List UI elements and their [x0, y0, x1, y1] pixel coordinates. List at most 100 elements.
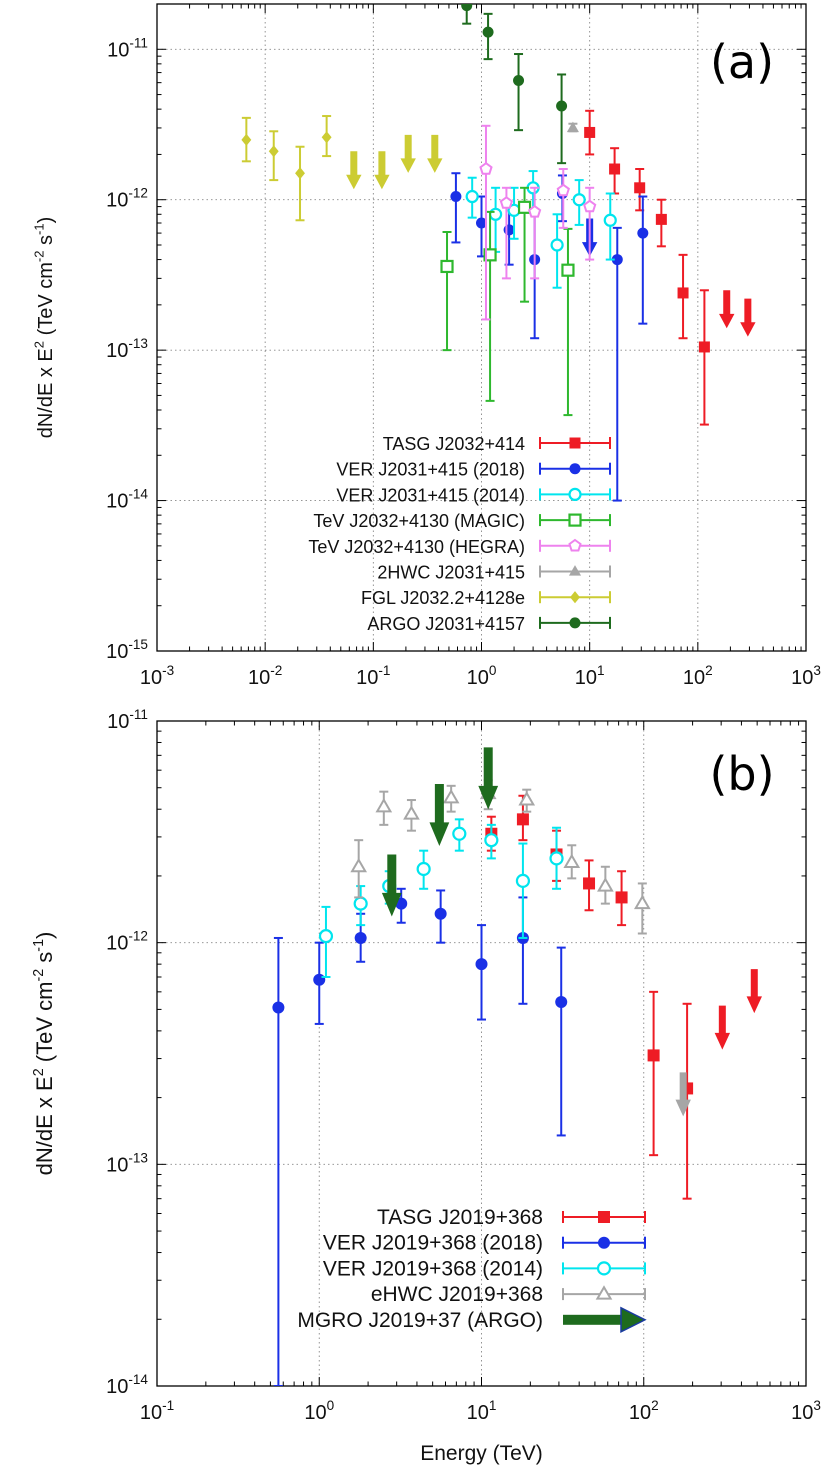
panel-label: (a) [710, 35, 774, 89]
legend-label: VER J2019+368 (2014) [323, 1257, 543, 1280]
legend-marker [569, 437, 581, 449]
x-tick-label: 10-2 [248, 663, 282, 689]
data-point [475, 958, 488, 971]
upper-limit-arrow [719, 290, 735, 329]
legend-marker [568, 538, 582, 552]
legend-marker [568, 487, 582, 501]
data-point [583, 199, 597, 213]
legend-label: VER J2031+415 (2018) [336, 460, 525, 480]
legend-label: MGRO J2019+37 (ARGO) [297, 1309, 543, 1332]
plot-frame [156, 3, 807, 652]
y-tick-label: 10-14 [106, 487, 148, 513]
y-tick-label: 10-12 [106, 186, 148, 212]
y-tick-label: 10-13 [106, 1150, 148, 1176]
series-0 [485, 794, 762, 1200]
data-point [482, 26, 494, 38]
legend-arrow-head [620, 1306, 647, 1334]
data-point [353, 896, 368, 911]
data-point [561, 263, 575, 277]
legend-label: TeV J2032+4130 (HEGRA) [308, 537, 525, 557]
series-6 [241, 115, 443, 222]
legend-label: TASG J2032+414 [383, 434, 525, 454]
x-tick-label: 101 [467, 1398, 497, 1424]
upper-limit-arrow [429, 783, 450, 846]
data-point [655, 213, 667, 225]
x-tick-label: 10-3 [140, 663, 174, 689]
data-point [584, 126, 596, 138]
upper-limit-arrow [346, 151, 362, 190]
x-tick-label: 100 [467, 663, 497, 689]
data-point [563, 853, 581, 868]
data-point [517, 200, 532, 214]
series-2 [465, 170, 617, 289]
chart-panel-0: 10-3 10-2 10-1 100 101 102 103 10-15 10-14 10-13 1… [32, 3, 821, 689]
data-point [556, 183, 570, 197]
upper-limit-arrow [675, 1072, 691, 1117]
data-point [597, 877, 614, 892]
x-axis-label: Energy (TeV) [420, 1442, 543, 1465]
data-point [528, 204, 542, 218]
legend-marker [570, 591, 580, 604]
series-0 [584, 109, 756, 426]
x-tick-label: 103 [791, 1398, 821, 1424]
x-tick-label: 101 [575, 663, 605, 689]
upper-limit-arrow [478, 747, 499, 810]
y-axis-label: dN/dE x E2 (TeV cm-2 s-1) [32, 217, 57, 439]
data-point [583, 877, 596, 890]
upper-limit-arrow [746, 969, 762, 1014]
y-tick-label: 10-11 [107, 707, 148, 733]
legend: TASG J2032+414 VER J2031+415 (2018) VER J2… [308, 434, 611, 634]
upper-limit-arrow [714, 1005, 731, 1050]
x-tick-label: 10-1 [140, 1398, 174, 1424]
legend-label: VER J2031+415 (2014) [336, 485, 525, 505]
legend-label: eHWC J2019+368 [371, 1283, 543, 1306]
data-point [452, 826, 467, 841]
series-2 [318, 818, 564, 979]
data-point [633, 894, 651, 910]
data-point [403, 805, 420, 820]
series-5 [566, 121, 579, 133]
data-point [609, 163, 621, 175]
legend-marker [568, 513, 582, 527]
legend-marker [569, 617, 581, 629]
data-point [647, 1049, 660, 1062]
data-point [483, 248, 497, 262]
data-layer [272, 747, 762, 1386]
data-point [550, 238, 564, 252]
legend-marker [595, 1285, 613, 1300]
data-point [556, 100, 568, 112]
data-point [677, 287, 689, 299]
legend-label: VER J2019+368 (2018) [323, 1232, 543, 1255]
legend: TASG J2019+368 VER J2019+368 (2018)VER J2… [297, 1206, 647, 1334]
series-4 [479, 124, 597, 321]
data-point [555, 995, 568, 1008]
x-tick-label: 102 [629, 1398, 659, 1424]
upper-limit-arrow [400, 134, 416, 173]
y-axis-label-text: dN/dE x E2 (TeV cm-2 s-1) [31, 932, 57, 1176]
data-point [637, 227, 649, 239]
panel-label: (b) [709, 747, 774, 801]
x-tick-label: 100 [304, 1398, 334, 1424]
data-point [499, 196, 514, 209]
series-7 [461, 4, 568, 165]
upper-limit-arrow [381, 854, 402, 917]
upper-limit-arrow [740, 298, 756, 337]
legend-marker [568, 565, 582, 576]
data-point [295, 167, 305, 180]
data-point [434, 907, 447, 920]
data-point [375, 797, 393, 813]
legend-marker [596, 1261, 612, 1276]
data-point [313, 973, 326, 986]
x-tick-label: 102 [683, 663, 713, 689]
data-point [268, 145, 279, 158]
legend-label: TASG J2019+368 [377, 1206, 543, 1229]
data-point [450, 191, 462, 203]
y-tick-label: 10-15 [106, 637, 148, 663]
y-axis-label: dN/dE x E2 (TeV cm-2 s-1) [31, 932, 57, 1176]
data-point [615, 891, 628, 904]
legend-label: FGL J2032.2+4128e [361, 588, 525, 608]
data-point [698, 341, 710, 353]
series-3 [350, 779, 691, 1117]
legend-label: ARGO J2031+4157 [367, 614, 525, 634]
